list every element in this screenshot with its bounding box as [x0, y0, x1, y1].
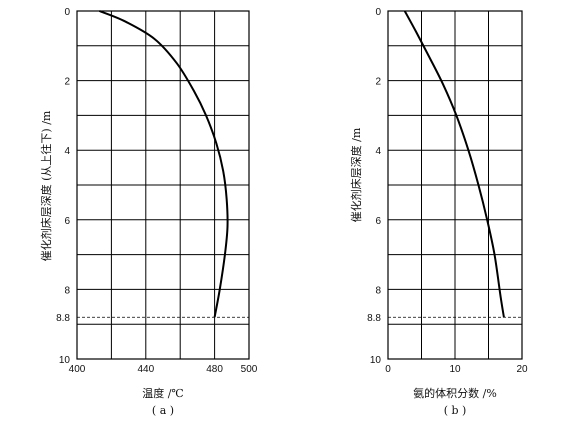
panel-b-y-tick-label: 4 [375, 146, 381, 157]
panel-a-y-tick-label: 6 [64, 216, 70, 227]
panel-a-y-tick-label: 8 [64, 285, 70, 296]
panel-a-y-axis-label: 催化剂床层深度 (从上往下) /m [39, 110, 53, 261]
panel-a-panel-label: ( a ) [152, 404, 174, 417]
panel-b-x-tick-label: 10 [449, 364, 461, 375]
panel-b-x-tick-label: 20 [516, 364, 528, 375]
panel-a-x-tick-label: 500 [241, 364, 258, 375]
panel-a-y-tick-label: 2 [64, 77, 70, 88]
panel-b-x-tick-label: 0 [385, 364, 391, 375]
panel-a-x-tick-label: 480 [206, 364, 223, 375]
panel-a-x-tick-label: 400 [69, 364, 86, 375]
panel-b-y-axis-label: 催化剂床层深度 /m [349, 127, 363, 222]
chart-panel-a: 400 440 480 500 0 2 4 6 8 8.8 10 温度 /℃ ( a ) 催化剂床层深度 … [39, 7, 258, 417]
panel-b-y-tick-label: 2 [375, 77, 381, 88]
panel-a-y-tick-label: 4 [64, 146, 70, 157]
panel-b-y-tick-label: 8 [375, 285, 381, 296]
panel-b-panel-label: ( b ) [444, 404, 467, 417]
panel-a-x-axis-label: 温度 /℃ [142, 386, 184, 400]
panel-a-y-tick-label: 10 [59, 355, 71, 366]
panel-b-series-line-0 [403, 10, 505, 318]
panel-a-y-tick-label: 8.8 [56, 313, 70, 324]
panel-a-series-line-0 [98, 10, 229, 318]
panel-a-x-tick-label: 440 [137, 364, 154, 375]
panel-b-y-tick-label: 10 [370, 355, 382, 366]
panel-a-y-tick-label: 0 [64, 7, 70, 18]
panel-b-y-tick-label: 6 [375, 216, 381, 227]
panel-b-y-tick-label: 0 [375, 7, 381, 18]
panel-b-plot-frame [387, 10, 523, 360]
panel-b-x-axis-label: 氨的体积分数 /% [413, 386, 497, 400]
panel-a-plot-frame [76, 10, 250, 360]
panel-b-y-tick-label: 8.8 [367, 313, 381, 324]
